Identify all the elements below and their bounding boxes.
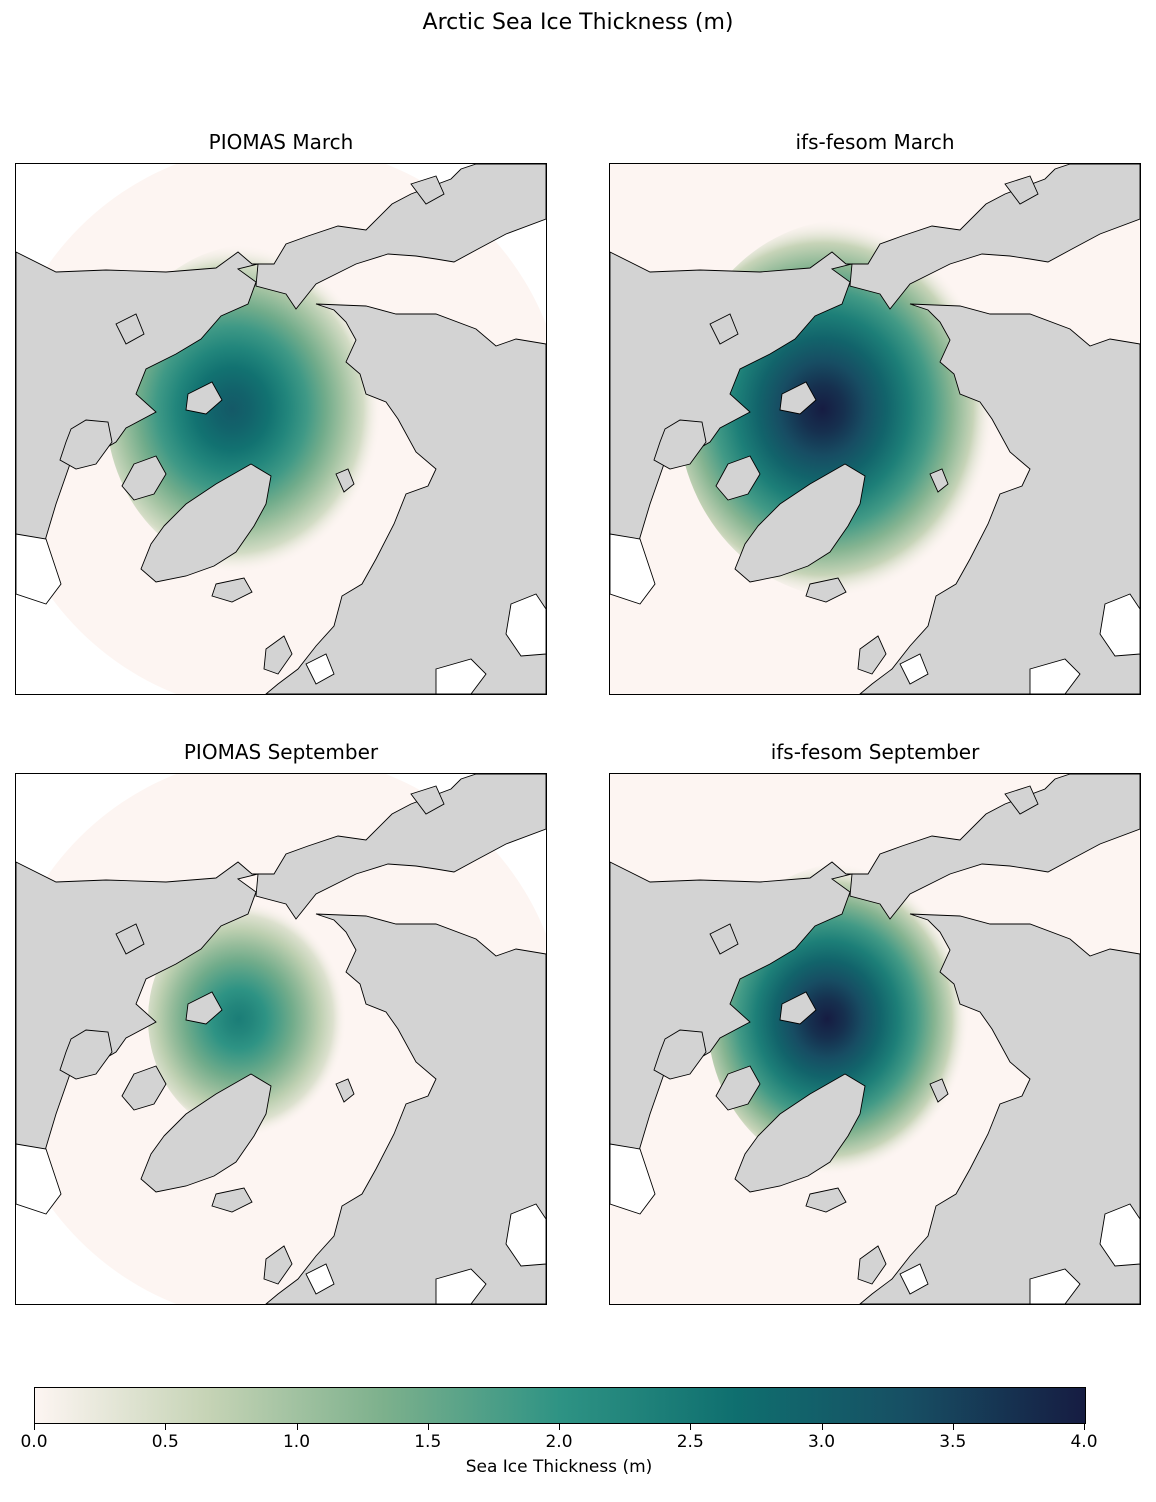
colorbar-tick-label: 1.0 <box>282 1432 311 1452</box>
map-panel-ifs-fesom-march <box>609 163 1141 695</box>
arctic-map-piomas-march <box>16 164 546 694</box>
colorbar-tick <box>821 1424 823 1430</box>
colorbar-tick <box>559 1424 560 1430</box>
panel-title-ifs-fesom-march: ifs-fesom March <box>795 130 955 154</box>
colorbar-tick-label: 3.5 <box>939 1432 967 1452</box>
figure-title: Arctic Sea Ice Thickness (m) <box>422 10 734 35</box>
arctic-map-piomas-september <box>16 774 546 1304</box>
arctic-map-ifs-fesom-march <box>610 164 1140 694</box>
colorbar-tick-label: 0.0 <box>20 1432 48 1452</box>
map-panel-piomas-march <box>15 163 547 695</box>
colorbar-tick-label: 2.0 <box>545 1432 573 1452</box>
colorbar-tick <box>296 1424 298 1430</box>
colorbar-tick-label: 2.5 <box>676 1432 704 1452</box>
colorbar-tick-label: 1.5 <box>414 1432 442 1452</box>
panel-title-piomas-september: PIOMAS September <box>183 740 379 764</box>
colorbar-tick <box>427 1424 429 1430</box>
colorbar-tick <box>165 1424 167 1430</box>
colorbar-tick-label: 3.0 <box>807 1432 836 1452</box>
colorbar-gradient <box>35 1388 1085 1423</box>
panel-title-piomas-march: PIOMAS March <box>208 130 354 154</box>
colorbar <box>34 1387 1086 1424</box>
colorbar-tick <box>1084 1424 1085 1430</box>
arctic-map-ifs-fesom-september <box>610 774 1140 1304</box>
colorbar-label: Sea Ice Thickness (m) <box>465 1457 653 1477</box>
colorbar-tick-label: 4.0 <box>1070 1432 1098 1452</box>
colorbar-tick <box>952 1424 954 1430</box>
panel-title-ifs-fesom-september: ifs-fesom September <box>770 740 980 764</box>
map-panel-ifs-fesom-september <box>609 773 1141 1305</box>
colorbar-tick <box>690 1424 692 1430</box>
colorbar-tick <box>34 1424 35 1430</box>
colorbar-tick-label: 0.5 <box>151 1432 179 1452</box>
map-panel-piomas-september <box>15 773 547 1305</box>
